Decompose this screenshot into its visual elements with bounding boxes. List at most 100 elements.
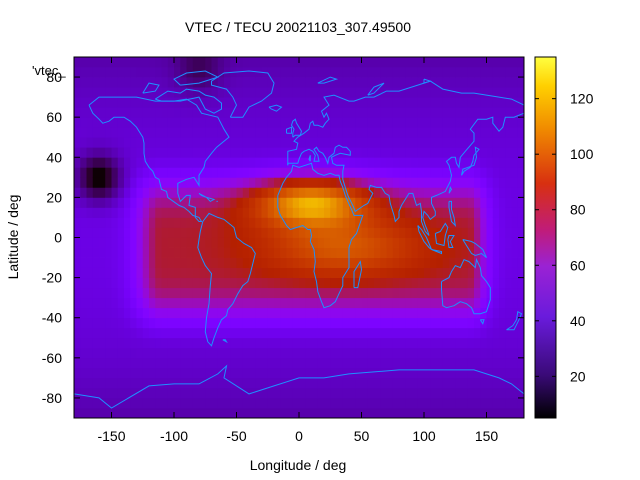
coastline-segment bbox=[142, 82, 160, 94]
heatmap-cell bbox=[149, 187, 156, 198]
heatmap-cell bbox=[305, 147, 312, 158]
heatmap-cell bbox=[392, 307, 400, 319]
heatmap-cell bbox=[505, 387, 512, 399]
heatmap-cell bbox=[486, 397, 494, 409]
heatmap-cell bbox=[517, 257, 525, 268]
heatmap-cell bbox=[74, 327, 81, 339]
heatmap-cell bbox=[405, 357, 412, 369]
heatmap-cell bbox=[430, 117, 437, 128]
heatmap-cell bbox=[324, 197, 331, 208]
heatmap-cell bbox=[280, 297, 287, 309]
coastline-segment bbox=[197, 212, 256, 347]
heatmap-cell bbox=[92, 97, 100, 108]
heatmap-cell bbox=[417, 77, 425, 88]
heatmap-cell bbox=[280, 77, 287, 88]
heatmap-cell bbox=[274, 277, 281, 289]
heatmap-cell bbox=[136, 377, 144, 389]
heatmap-cell bbox=[249, 187, 256, 198]
heatmap-cell bbox=[155, 127, 162, 138]
heatmap-cell bbox=[149, 147, 156, 158]
heatmap-cell bbox=[292, 287, 300, 299]
heatmap-cell bbox=[267, 337, 275, 349]
heatmap-cell bbox=[92, 157, 100, 168]
heatmap-cell bbox=[99, 387, 106, 399]
heatmap-cell bbox=[330, 227, 337, 238]
heatmap-cell bbox=[136, 217, 144, 228]
heatmap-cell bbox=[405, 367, 412, 379]
heatmap-cell bbox=[330, 347, 337, 359]
heatmap-cell bbox=[380, 367, 387, 379]
heatmap-cell bbox=[505, 267, 512, 279]
heatmap-cell bbox=[267, 387, 275, 399]
coastline-segment bbox=[417, 225, 432, 250]
heatmap-cell bbox=[442, 277, 450, 289]
y-tick-label: 20 bbox=[46, 189, 62, 205]
heatmap-cell bbox=[455, 97, 462, 108]
heatmap-cell bbox=[505, 137, 512, 148]
heatmap-cell bbox=[317, 287, 325, 299]
heatmap-cell bbox=[242, 387, 250, 399]
heatmap-cell bbox=[442, 367, 450, 379]
heatmap-cell bbox=[342, 357, 350, 369]
heatmap-cell bbox=[455, 247, 462, 258]
heatmap-cell bbox=[130, 397, 137, 409]
heatmap-cell bbox=[174, 287, 181, 299]
heatmap-cell bbox=[342, 227, 350, 238]
heatmap-cell bbox=[461, 197, 469, 208]
heatmap-cell bbox=[180, 107, 187, 118]
heatmap-cell bbox=[149, 127, 156, 138]
heatmap-cell bbox=[174, 217, 181, 228]
heatmap-cell bbox=[317, 67, 325, 78]
heatmap-cell bbox=[405, 327, 412, 339]
heatmap-cell bbox=[455, 157, 462, 168]
heatmap-cell bbox=[505, 347, 512, 359]
heatmap-cell bbox=[167, 107, 175, 118]
heatmap-cell bbox=[430, 317, 437, 329]
heatmap-cell bbox=[111, 87, 119, 98]
heatmap-cell bbox=[211, 67, 219, 78]
heatmap-cell bbox=[199, 277, 206, 289]
heatmap-cell bbox=[180, 297, 187, 309]
heatmap-cell bbox=[124, 287, 131, 299]
heatmap-cell bbox=[86, 187, 94, 198]
heatmap-cell bbox=[130, 207, 137, 218]
heatmap-cell bbox=[480, 107, 487, 118]
heatmap-cell bbox=[99, 317, 106, 329]
heatmap-cell bbox=[430, 137, 437, 148]
heatmap-cell bbox=[324, 127, 331, 138]
heatmap-cell bbox=[430, 77, 437, 88]
heatmap-cell bbox=[111, 147, 119, 158]
heatmap-cell bbox=[299, 227, 306, 238]
heatmap-cell bbox=[267, 307, 275, 319]
heatmap-cell bbox=[255, 137, 262, 148]
heatmap-cell bbox=[136, 187, 144, 198]
heatmap-cell bbox=[155, 367, 162, 379]
heatmap-cell bbox=[486, 117, 494, 128]
heatmap-cell bbox=[286, 137, 294, 148]
heatmap-cell bbox=[92, 247, 100, 258]
heatmap-cell bbox=[399, 237, 406, 248]
heatmap-cell bbox=[411, 347, 419, 359]
heatmap-cell bbox=[511, 397, 519, 409]
heatmap-cell bbox=[417, 97, 425, 108]
heatmap-cell bbox=[249, 277, 256, 289]
heatmap-cell bbox=[342, 397, 350, 409]
heatmap-cell bbox=[392, 107, 400, 118]
heatmap-cell bbox=[455, 407, 462, 419]
heatmap-cell bbox=[355, 377, 362, 389]
heatmap-cell bbox=[167, 57, 175, 68]
heatmap-cell bbox=[161, 197, 169, 208]
heatmap-cell bbox=[92, 187, 100, 198]
heatmap-cell bbox=[236, 307, 244, 319]
heatmap-cell bbox=[349, 277, 356, 289]
heatmap-cell bbox=[224, 137, 231, 148]
heatmap-cell bbox=[267, 177, 275, 188]
heatmap-cell bbox=[511, 107, 519, 118]
heatmap-cell bbox=[399, 117, 406, 128]
heatmap-cell bbox=[424, 377, 431, 389]
heatmap-cell bbox=[474, 127, 481, 138]
heatmap-cell bbox=[211, 367, 219, 379]
y-axis-label: Latitude / deg bbox=[5, 195, 21, 280]
heatmap-cell bbox=[417, 337, 425, 349]
heatmap-cell bbox=[261, 407, 269, 419]
